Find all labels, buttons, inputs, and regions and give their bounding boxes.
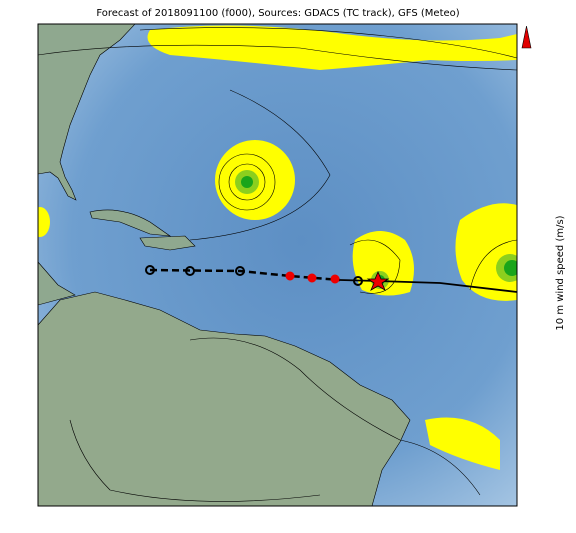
south-america bbox=[38, 291, 411, 506]
central-america bbox=[38, 261, 76, 306]
title: Forecast of 2018091100 (f000), Sources: … bbox=[96, 8, 459, 19]
colorbar bbox=[521, 25, 532, 49]
map-frame bbox=[37, 23, 518, 507]
map-area bbox=[38, 24, 517, 506]
hispaniola bbox=[139, 235, 196, 251]
isobars bbox=[38, 27, 517, 502]
wind-speed-shading bbox=[38, 25, 517, 470]
storm-track bbox=[145, 265, 517, 293]
colorbar-label: 10 m wind speed (m/s) bbox=[555, 215, 566, 330]
cuba bbox=[89, 209, 172, 237]
north-america bbox=[38, 24, 136, 201]
